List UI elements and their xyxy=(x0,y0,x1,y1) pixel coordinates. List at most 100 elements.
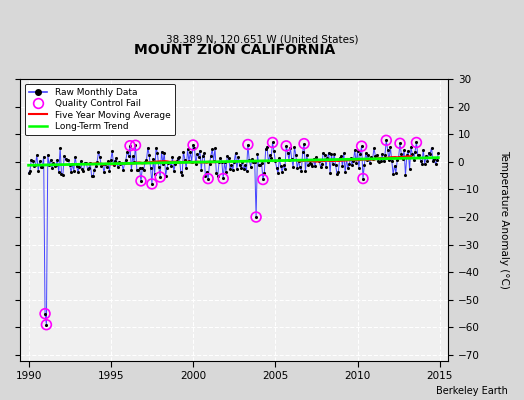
Point xyxy=(381,152,389,158)
Point xyxy=(56,145,64,151)
Point xyxy=(362,150,370,156)
Point xyxy=(133,167,141,173)
Point xyxy=(301,168,310,174)
Point xyxy=(41,310,49,317)
Point xyxy=(43,152,52,158)
Point xyxy=(185,158,193,164)
Point xyxy=(426,150,434,157)
Point xyxy=(41,310,49,317)
Point xyxy=(313,156,322,163)
Point xyxy=(359,175,367,182)
Point xyxy=(349,158,357,165)
Point xyxy=(28,158,37,164)
Point xyxy=(401,172,410,178)
Point xyxy=(123,148,132,155)
Point xyxy=(368,156,377,162)
Point xyxy=(227,162,236,169)
Point xyxy=(384,147,392,154)
Point xyxy=(186,149,194,156)
Point xyxy=(378,151,386,158)
Point xyxy=(112,155,121,161)
Point xyxy=(297,168,305,174)
Point xyxy=(205,161,214,167)
Point xyxy=(119,167,127,173)
Point xyxy=(242,168,250,174)
Legend: Raw Monthly Data, Quality Control Fail, Five Year Moving Average, Long-Term Tren: Raw Monthly Data, Quality Control Fail, … xyxy=(25,84,175,135)
Point xyxy=(36,158,44,164)
Point xyxy=(117,160,126,166)
Point xyxy=(340,150,348,156)
Point xyxy=(90,167,99,174)
Point xyxy=(66,162,74,168)
Point xyxy=(219,175,227,182)
Point xyxy=(201,173,210,180)
Point xyxy=(114,164,122,170)
Point xyxy=(375,158,384,165)
Point xyxy=(386,144,395,151)
Point xyxy=(99,161,107,168)
Point xyxy=(253,151,261,158)
Point xyxy=(204,176,212,182)
Point xyxy=(79,168,88,175)
Point xyxy=(125,152,133,159)
Point xyxy=(268,139,277,146)
Point xyxy=(137,178,145,184)
Point xyxy=(177,168,185,175)
Point xyxy=(249,158,258,165)
Point xyxy=(155,164,163,170)
Point xyxy=(412,139,421,146)
Point xyxy=(312,154,321,160)
Point xyxy=(210,158,218,164)
Point xyxy=(196,147,204,154)
Point xyxy=(290,144,299,150)
Point xyxy=(216,155,225,162)
Point xyxy=(259,176,267,183)
Point xyxy=(45,162,53,168)
Point xyxy=(274,170,282,176)
Point xyxy=(374,158,382,164)
Point xyxy=(389,171,397,178)
Point xyxy=(75,164,83,171)
Point xyxy=(396,140,404,146)
Point xyxy=(39,153,48,160)
Point xyxy=(107,156,115,163)
Point xyxy=(190,144,199,151)
Point xyxy=(296,164,304,170)
Point xyxy=(370,145,378,151)
Point xyxy=(277,163,285,170)
Point xyxy=(395,154,403,160)
Point xyxy=(420,160,429,167)
Point xyxy=(245,157,254,164)
Point xyxy=(357,143,366,149)
Point xyxy=(353,148,362,154)
Point xyxy=(285,157,293,163)
Point xyxy=(418,160,426,167)
Point xyxy=(132,142,140,148)
Point xyxy=(163,164,171,171)
Point xyxy=(126,142,134,149)
Point xyxy=(157,148,166,155)
Point xyxy=(399,156,407,162)
Point xyxy=(193,151,201,157)
Point xyxy=(116,160,125,167)
Point xyxy=(32,152,41,158)
Point xyxy=(148,181,156,187)
Point xyxy=(159,160,167,167)
Point xyxy=(288,156,296,162)
Point xyxy=(82,159,90,166)
Point xyxy=(128,153,137,160)
Point xyxy=(271,158,279,164)
Point xyxy=(194,154,203,160)
Point xyxy=(267,154,276,161)
Point xyxy=(393,157,401,163)
Point xyxy=(160,149,169,156)
Point xyxy=(217,158,226,165)
Point xyxy=(252,214,260,220)
Point xyxy=(192,161,200,167)
Point xyxy=(42,322,51,328)
Point xyxy=(396,140,404,146)
Point xyxy=(268,139,277,146)
Point xyxy=(415,152,423,158)
Point xyxy=(377,158,385,164)
Point xyxy=(323,155,332,161)
